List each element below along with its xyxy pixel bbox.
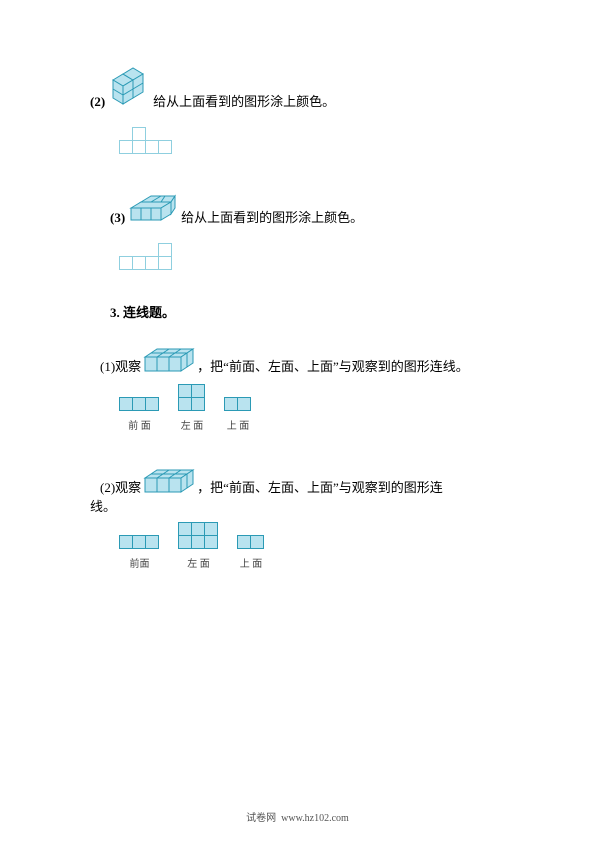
- q2-row: (2) 给从上面看到的图形涂上颜色。: [90, 60, 515, 110]
- footer-label: 试卷网: [246, 813, 276, 824]
- p3q1-row: (1)观察 ，把“前面、左面、上面”与观察到的图形连线。: [100, 339, 515, 375]
- view-label: 左 面: [181, 417, 204, 432]
- p3q1-cube-icon: [143, 339, 195, 375]
- q3-row: (3) 给从上面看到的图形涂上颜色。: [90, 186, 515, 226]
- q2-cube-icon: [109, 60, 149, 110]
- p3q2-label: (2)观察: [100, 477, 141, 496]
- q3-answer-grid: [120, 244, 515, 274]
- p3q1-label: (1)观察: [100, 356, 141, 375]
- view-label: 上 面: [240, 555, 263, 570]
- q2-label: (2): [90, 94, 105, 110]
- p3q2-row: (2)观察 ，把“前面、左面、上面”与观察到的图形连: [100, 460, 515, 496]
- view-block: 前面: [120, 536, 159, 570]
- q3-cube-icon: [129, 186, 177, 226]
- view-label: 上 面: [227, 417, 250, 432]
- p3q2-cube-icon: [143, 460, 195, 496]
- view-block: 上 面: [238, 536, 264, 570]
- p3-title: 3. 连线题。: [110, 302, 515, 321]
- p3q1-views: 前 面左 面上 面: [120, 385, 515, 432]
- view-block: 上 面: [225, 398, 251, 432]
- p3q2-views: 前面 左 面 上 面: [120, 523, 515, 570]
- q2-tail: 给从上面看到的图形涂上颜色。: [153, 91, 335, 110]
- p3q1-mid: ，把“前面、左面、上面”与观察到的图形连线。: [197, 356, 469, 375]
- view-block: 左 面: [179, 385, 205, 432]
- footer: 试卷网 www.hz102.com: [0, 809, 595, 824]
- p3q2-mid2: 线。: [90, 496, 515, 515]
- view-label: 前 面: [128, 417, 151, 432]
- view-block: 前 面: [120, 398, 159, 432]
- page: (2) 给从上面看到的图形涂上颜色。 (3): [0, 0, 595, 590]
- q2-answer-grid: [120, 128, 515, 158]
- q3-tail: 给从上面看到的图形涂上颜色。: [181, 207, 363, 226]
- p3q2-mid: ，把“前面、左面、上面”与观察到的图形连: [197, 477, 443, 496]
- footer-url: www.hz102.com: [281, 813, 349, 824]
- q3-label: (3): [110, 210, 125, 226]
- view-block: 左 面: [179, 523, 218, 570]
- view-label: 左 面: [187, 555, 210, 570]
- view-label: 前面: [130, 555, 150, 570]
